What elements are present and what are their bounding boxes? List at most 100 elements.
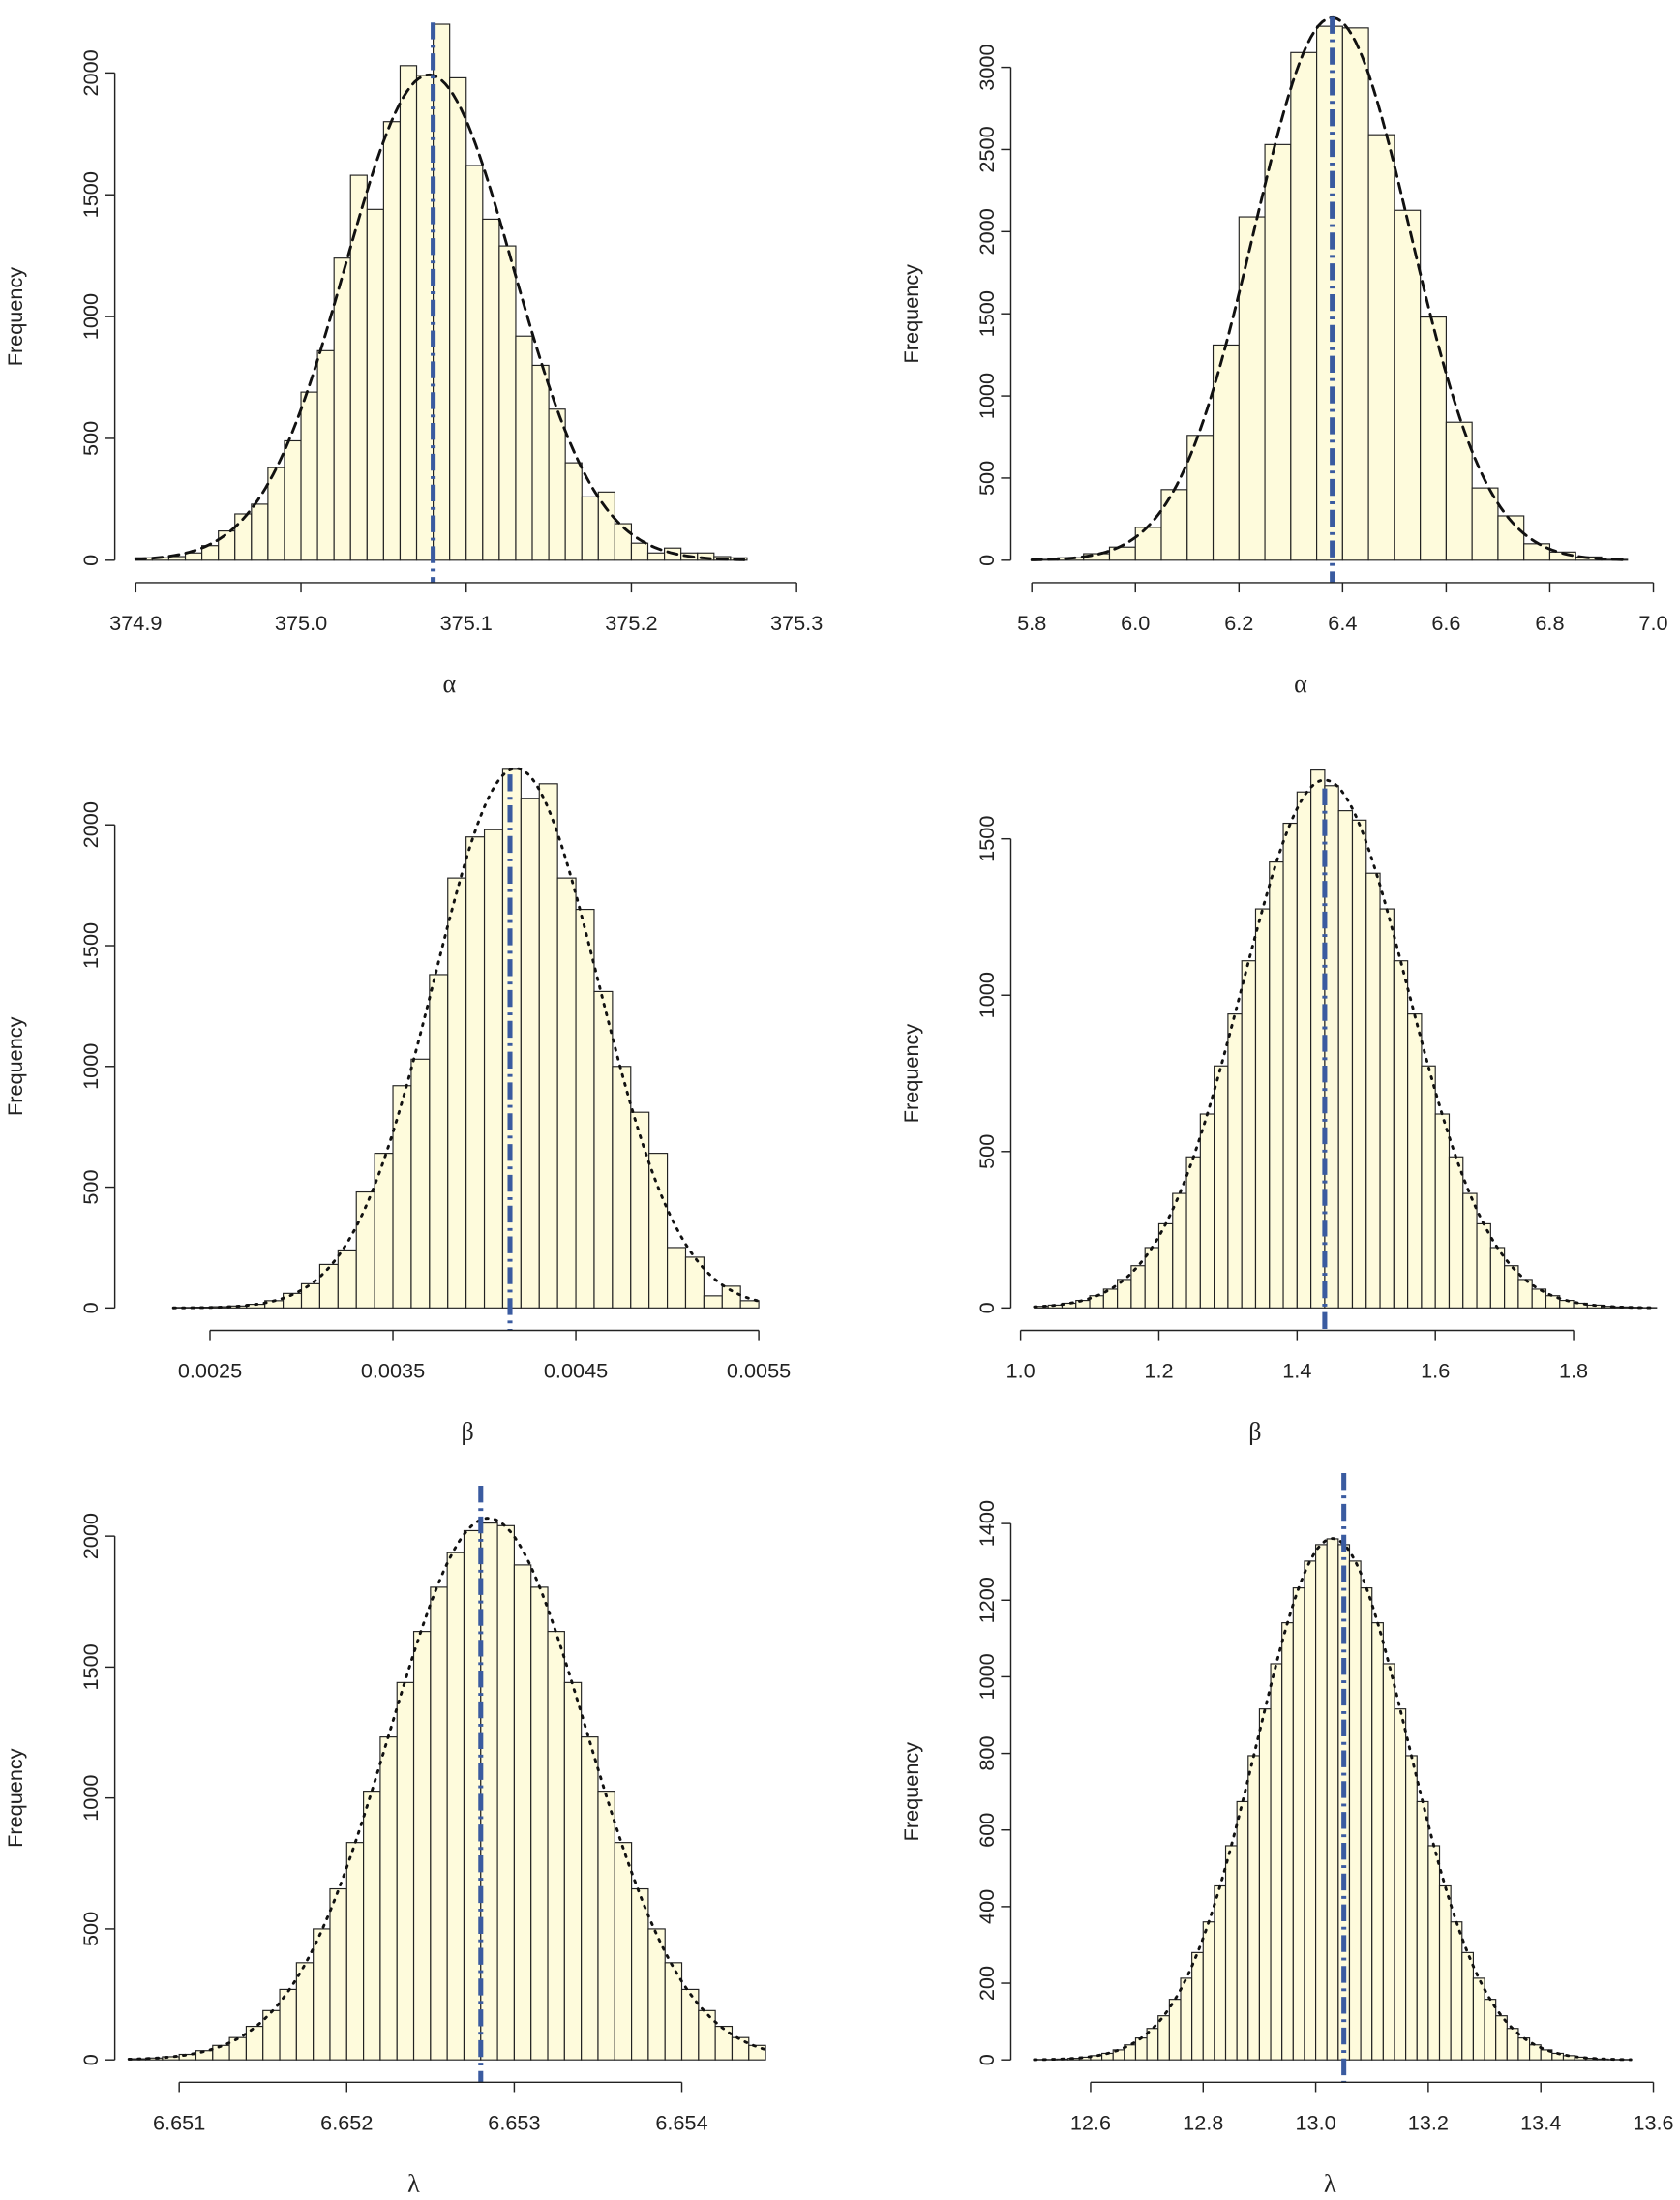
bar <box>1489 1247 1506 1309</box>
bar <box>1434 1113 1451 1309</box>
bar <box>1236 1800 1249 2061</box>
bar <box>218 530 236 561</box>
bar <box>1214 1884 1227 2061</box>
x-tick-label: 6.6 <box>1431 611 1460 635</box>
bar <box>1157 2015 1170 2061</box>
x-tick-label: 1.8 <box>1559 1359 1588 1383</box>
bar <box>1394 209 1422 561</box>
x-tick-label: 1.6 <box>1421 1359 1450 1383</box>
y-tick-label: 3000 <box>975 44 999 90</box>
x-tick-label: 12.6 <box>1070 2110 1111 2134</box>
bar <box>513 1564 532 2061</box>
bar <box>1450 1921 1463 2061</box>
bar <box>363 1791 381 2061</box>
y-tick-label: 0 <box>975 2054 999 2065</box>
bar <box>1130 1265 1146 1309</box>
bar <box>1185 1156 1201 1309</box>
bar <box>446 1552 465 2061</box>
bar <box>614 1842 633 2061</box>
bar <box>1471 487 1499 561</box>
x-tick-label: 5.8 <box>1017 611 1046 635</box>
bar <box>399 65 418 561</box>
bar <box>447 877 467 1309</box>
bar <box>520 798 540 1309</box>
bar <box>410 1058 431 1309</box>
y-tick-label: 500 <box>78 1169 103 1204</box>
bar <box>1523 543 1551 561</box>
x-tick-label: 0.0045 <box>544 1359 608 1383</box>
bar <box>366 208 384 561</box>
bar <box>556 877 577 1309</box>
density-curve <box>1033 1537 1633 2062</box>
bar <box>337 1249 357 1309</box>
bar <box>1314 1544 1328 2061</box>
y-tick-label: 0 <box>975 555 999 566</box>
bar <box>465 836 486 1309</box>
bar <box>1075 1299 1091 1309</box>
bar <box>1191 1951 1204 2061</box>
x-tick-label: 7.0 <box>1638 611 1667 635</box>
bar <box>1134 527 1162 561</box>
bar <box>1517 2037 1531 2061</box>
bar <box>313 1928 331 2061</box>
bar <box>1416 1800 1429 2061</box>
bar <box>1427 1845 1441 2061</box>
bar <box>1382 1663 1395 2061</box>
bar <box>1202 1921 1215 2061</box>
y-axis-label: Frequency <box>3 1748 27 1848</box>
y-tick-label: 2000 <box>975 208 999 255</box>
y-axis-label: Frequency <box>899 1024 923 1124</box>
y-tick-label: 1200 <box>975 1577 999 1623</box>
bar <box>563 1681 583 2061</box>
bar <box>1337 810 1354 1309</box>
bar <box>684 1256 705 1309</box>
bar <box>463 1529 482 2061</box>
bar <box>433 23 451 561</box>
y-tick-label: 2000 <box>78 1513 103 1559</box>
y-tick-label: 1500 <box>975 816 999 862</box>
x-tick-label: 1.4 <box>1282 1359 1311 1383</box>
bar <box>480 1522 498 2061</box>
bar <box>1089 1295 1104 1309</box>
x-tick-label: 6.654 <box>655 2110 707 2134</box>
y-tick-label: 1500 <box>78 171 103 218</box>
bar <box>1484 1999 1497 2061</box>
x-tick-label: 6.8 <box>1535 611 1564 635</box>
y-tick-label: 600 <box>975 1813 999 1848</box>
bar <box>1172 1192 1187 1309</box>
bar <box>415 75 435 561</box>
y-tick-label: 1000 <box>975 972 999 1018</box>
bar <box>1290 51 1318 561</box>
bar <box>300 1282 320 1309</box>
bar <box>664 1962 683 2061</box>
bar <box>279 1988 297 2061</box>
bar <box>430 1586 448 2061</box>
y-tick-label: 0 <box>975 1302 999 1313</box>
bar <box>1360 1587 1373 2061</box>
x-tick-label: 375.1 <box>440 611 493 635</box>
density-curve <box>134 73 749 561</box>
bar <box>1461 1951 1474 2061</box>
bar <box>666 1247 687 1309</box>
bar <box>1270 1663 1283 2061</box>
bar <box>329 1887 347 2061</box>
bar <box>593 990 614 1309</box>
bar <box>1214 1065 1229 1309</box>
bar <box>1472 1977 1485 2061</box>
bar <box>1160 489 1188 561</box>
bar <box>630 1111 650 1309</box>
y-tick-label: 0 <box>78 1302 103 1313</box>
bar <box>648 1153 669 1309</box>
bar <box>333 257 351 561</box>
bar <box>1238 216 1266 561</box>
bar <box>374 1153 394 1309</box>
x-tick-label: 13.2 <box>1408 2110 1449 2134</box>
bar <box>1379 908 1395 1309</box>
x-tick-label: 0.0025 <box>178 1359 242 1383</box>
y-axis-label: Frequency <box>3 267 27 367</box>
y-tick-label: 500 <box>975 1134 999 1169</box>
y-tick-label: 200 <box>975 1966 999 2001</box>
x-tick-label: 13.6 <box>1633 2110 1673 2134</box>
y-axis-label: Frequency <box>3 1016 27 1116</box>
bar <box>581 1736 599 2061</box>
